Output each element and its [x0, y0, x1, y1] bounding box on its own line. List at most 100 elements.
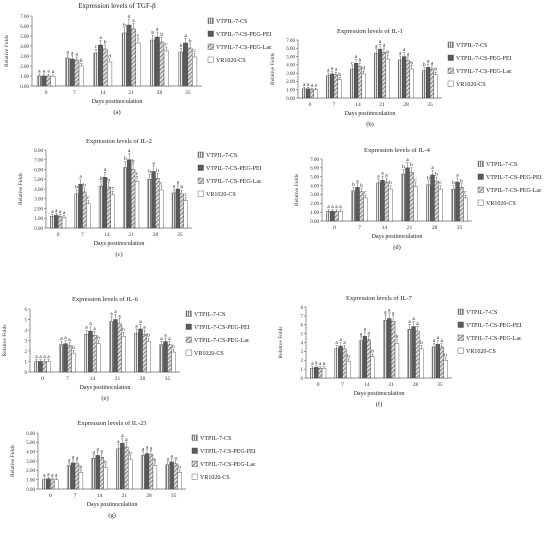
significance-label: a [356, 178, 359, 184]
significance-label: b [402, 164, 405, 170]
bar-2 [113, 319, 118, 373]
significance-label: b [352, 182, 355, 188]
significance-label: a [110, 311, 113, 317]
y-tick-label: 0.00 [34, 227, 43, 232]
bar-4 [394, 343, 400, 379]
bar-4 [134, 180, 140, 229]
significance-label: a [93, 449, 96, 455]
bar-1 [91, 458, 96, 490]
significance-label: a [164, 333, 167, 339]
significance-label: a [60, 336, 63, 342]
bar-3 [167, 344, 172, 373]
bar-3 [357, 66, 363, 99]
significance-label: a [339, 337, 342, 343]
bar-4 [321, 368, 327, 379]
bar-1 [147, 179, 152, 229]
legend-swatch-1 [477, 160, 484, 167]
y-tick-label: 3 [301, 350, 304, 355]
y-axis-label: Relative Folds [2, 325, 8, 357]
significance-label: b [435, 172, 438, 178]
bar-3 [309, 89, 315, 99]
bar-4 [146, 341, 151, 373]
significance-label: a [427, 59, 430, 65]
y-tick-label: 5 [25, 318, 28, 323]
y-tick-label: 6.00 [20, 25, 29, 30]
bar-3 [92, 335, 97, 373]
significance-label: a [170, 453, 173, 459]
x-axis-label: Days postinoculation [372, 234, 423, 240]
significance-label: a [89, 321, 92, 327]
x-tick-label: 28 [140, 376, 146, 382]
significance-label: a [121, 433, 124, 439]
bar-2 [144, 453, 150, 490]
significance-label: a [335, 67, 338, 73]
bar-4 [107, 61, 113, 87]
significance-label: a [311, 83, 314, 89]
significance-label: c [414, 177, 417, 183]
significance-label: c [439, 180, 442, 186]
y-tick-label: 3.00 [310, 193, 319, 198]
bar-4 [177, 472, 182, 490]
bar-2 [183, 42, 189, 87]
legend-label-3: VTPIL-7-CS-PEG-Lac [206, 179, 262, 185]
significance-label: a [85, 325, 88, 331]
significance-label: a [66, 49, 69, 55]
chart-title: Expression levels of IL-2 [86, 138, 152, 145]
significance-label: a [307, 82, 310, 88]
legend-label-3: VTPIL-7-CS-PEG-Lac [486, 188, 542, 194]
significance-label: b [75, 185, 78, 191]
significance-label: a [388, 307, 391, 313]
significance-label: b [410, 162, 413, 168]
bar-2 [98, 44, 104, 87]
legend-swatch-3 [191, 460, 198, 467]
bar-1 [74, 193, 79, 229]
significance-label: a [117, 439, 120, 445]
legend-label-1: VTPIL-7-CS [466, 310, 497, 316]
bar-3 [45, 75, 51, 87]
significance-label: b [338, 72, 341, 78]
y-axis-label: Relative Folds [18, 173, 24, 205]
panel-label: (e) [101, 395, 108, 402]
significance-label: a [132, 18, 135, 24]
y-tick-label: 0.00 [310, 220, 319, 225]
legend-label-1: VTPIL-7-CS [486, 162, 517, 168]
y-tick-label: 3.00 [286, 72, 295, 77]
legend-swatch-1 [207, 17, 214, 24]
bar-3 [409, 172, 414, 222]
bar-4 [313, 89, 318, 99]
bar-2 [163, 341, 168, 373]
panel-label: (b) [366, 121, 374, 128]
significance-label: b [371, 349, 374, 355]
significance-label: a [93, 326, 96, 332]
bar-2 [353, 63, 359, 99]
significance-label: a [118, 313, 121, 319]
significance-label: a [43, 472, 46, 478]
significance-label: a [39, 354, 42, 360]
significance-label: a [104, 167, 107, 173]
y-tick-label: 0.00 [20, 85, 29, 90]
significance-label: a [64, 335, 67, 341]
y-axis-label: Relative Folds [294, 174, 300, 206]
significance-label: b [427, 175, 430, 181]
legend-label-1: VTPIL-7-CS [216, 19, 247, 25]
bar-3 [390, 321, 396, 379]
significance-label: b [156, 168, 159, 174]
legend-label-2: VTPIL-7-CS-PEG-PEI [194, 325, 250, 331]
x-tick-label: 14 [364, 382, 370, 388]
bar-3 [82, 191, 87, 229]
bar-2 [430, 174, 435, 222]
legend-swatch-2 [447, 54, 454, 61]
significance-label: a [403, 47, 406, 53]
bar-3 [99, 457, 104, 490]
bar-2 [305, 88, 311, 99]
bar-3 [159, 41, 165, 87]
bar-3 [317, 368, 323, 379]
bar-4 [361, 73, 366, 99]
bar-4 [363, 197, 368, 222]
bar-3 [179, 193, 184, 229]
significance-label: c [111, 186, 114, 192]
chart-panel-2: Expression levels of IL-1 0.00 1.00 2.00 3.0… [270, 28, 512, 128]
significance-label: b [452, 180, 455, 186]
panel-label: (a) [113, 109, 120, 116]
